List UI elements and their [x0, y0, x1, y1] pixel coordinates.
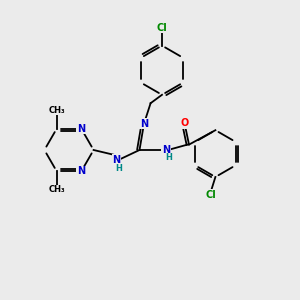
Text: N: N: [162, 145, 170, 155]
Text: N: N: [140, 118, 148, 129]
Text: O: O: [180, 118, 189, 128]
Text: Cl: Cl: [206, 190, 216, 200]
Text: Cl: Cl: [157, 22, 167, 33]
Text: H: H: [166, 153, 172, 162]
Text: N: N: [112, 154, 121, 165]
Text: H: H: [115, 164, 122, 172]
Text: N: N: [77, 124, 86, 134]
Text: CH₃: CH₃: [48, 106, 65, 115]
Text: N: N: [77, 166, 86, 176]
Text: CH₃: CH₃: [48, 185, 65, 194]
